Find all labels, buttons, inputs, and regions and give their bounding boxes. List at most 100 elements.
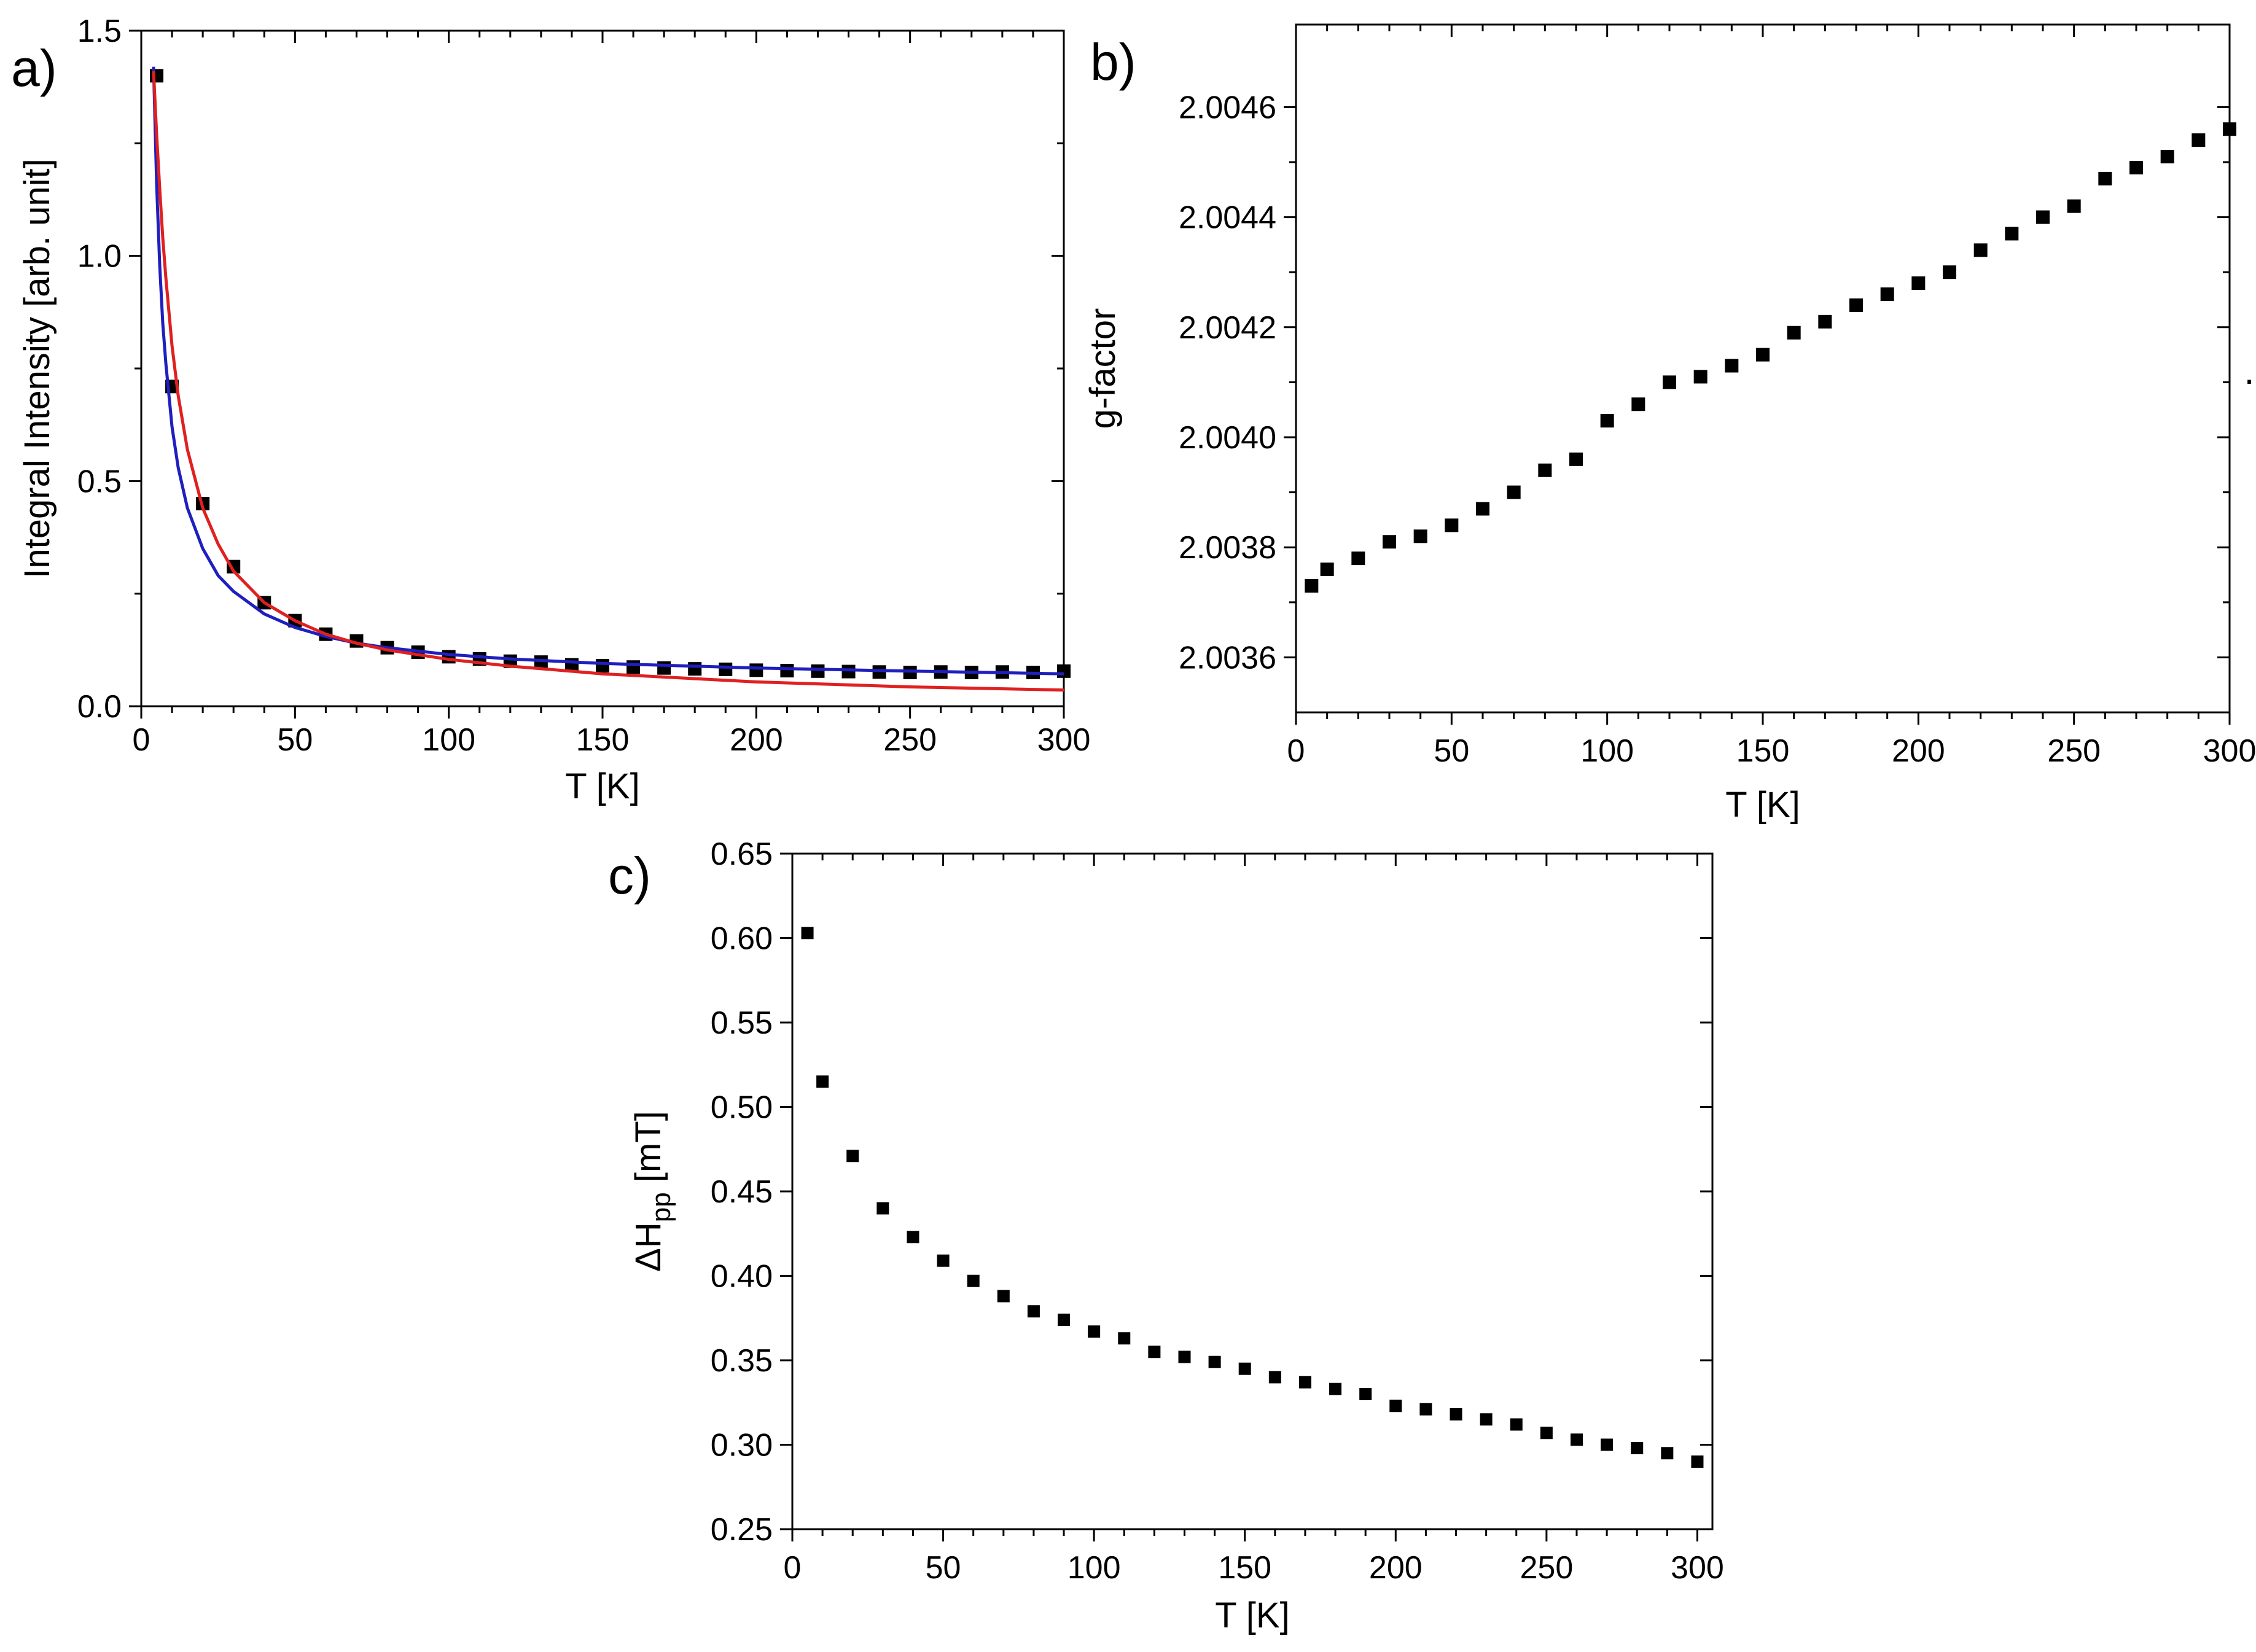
y-tick-label: 0.30 — [711, 1428, 773, 1463]
panel-c-label: c) — [608, 847, 651, 905]
data-point — [1389, 1400, 1402, 1412]
data-point — [1238, 1362, 1251, 1375]
x-tick-label: 150 — [1218, 1550, 1271, 1586]
data-point — [816, 1075, 829, 1088]
data-point — [1756, 348, 1770, 362]
x-tick-label: 250 — [2047, 733, 2101, 769]
data-point — [1329, 1382, 1342, 1395]
data-point — [749, 663, 763, 677]
data-point — [1538, 463, 1552, 477]
data-point — [1118, 1332, 1131, 1345]
data-point — [876, 1202, 889, 1215]
x-tick-label: 0 — [133, 722, 150, 758]
panel-b-label: b) — [1090, 33, 1136, 91]
x-tick-label: 250 — [1520, 1550, 1573, 1586]
data-point — [1148, 1346, 1161, 1358]
data-point — [1631, 1442, 1644, 1454]
data-point — [2067, 199, 2081, 213]
data-point — [1691, 1455, 1704, 1468]
y-tick-label: 2.0036 — [1179, 640, 1276, 676]
x-tick-label: 250 — [883, 722, 937, 758]
data-point — [1476, 502, 1489, 516]
fit-line-fit-2 — [152, 71, 1064, 692]
x-tick-label: 200 — [1369, 1550, 1423, 1586]
y-axis-title: g-factor — [1083, 308, 1123, 429]
y-tick-label: 1.0 — [77, 239, 122, 275]
data-point — [1510, 1418, 1523, 1431]
data-point — [688, 662, 702, 676]
data-point — [2129, 160, 2143, 174]
data-point — [1725, 359, 1739, 373]
x-tick-label: 50 — [277, 722, 313, 758]
data-point — [2160, 150, 2174, 164]
data-point — [937, 1254, 950, 1267]
data-point — [1268, 1371, 1281, 1384]
y-tick-label: 0.55 — [711, 1005, 773, 1041]
data-point — [1661, 1447, 1674, 1460]
data-point — [846, 1150, 859, 1163]
y-tick-label: 2.0040 — [1179, 420, 1276, 456]
y-tick-label: 2.0038 — [1179, 530, 1276, 566]
x-tick-label: 50 — [1434, 733, 1469, 769]
data-point — [1351, 551, 1365, 566]
data-point — [997, 1290, 1010, 1303]
data-point — [1058, 1314, 1071, 1326]
data-point — [2036, 210, 2050, 224]
data-point — [1178, 1350, 1191, 1363]
data-point — [1305, 579, 1319, 593]
data-point — [1088, 1325, 1101, 1338]
x-tick-label: 100 — [1580, 733, 1634, 769]
stray-mark: · — [2243, 359, 2255, 400]
data-point — [1849, 298, 1863, 312]
data-point — [967, 1274, 980, 1287]
data-point — [1973, 243, 1988, 257]
y-tick-label: 2.0042 — [1179, 310, 1276, 346]
y-tick-label: 0.25 — [711, 1512, 773, 1548]
data-point — [2098, 171, 2112, 185]
data-point — [596, 659, 609, 672]
y-tick-label: 2.0044 — [1179, 200, 1276, 236]
panel-a: a) 0 50 100 150 200 250 300 0.0 0.5 1.0 1.5 T [K] In… — [11, 14, 1090, 806]
data-point — [1880, 287, 1894, 302]
data-point — [1480, 1413, 1493, 1426]
x-axis-title: T [K] — [565, 766, 639, 806]
data-point — [626, 660, 641, 674]
data-point — [2005, 227, 2019, 241]
data-point — [1507, 485, 1521, 499]
y-tick-label: 0.0 — [77, 689, 122, 725]
data-point — [907, 1231, 919, 1244]
data-point — [1943, 265, 1956, 279]
data-point — [719, 662, 733, 676]
data-point — [1320, 563, 1334, 577]
y-tick-label: 0.35 — [711, 1343, 773, 1379]
y-tick-label: 0.50 — [711, 1090, 773, 1126]
x-axis-title: T [K] — [1725, 785, 1800, 825]
x-axis-title: T [K] — [1215, 1596, 1289, 1635]
x-tick-label: 50 — [926, 1550, 961, 1586]
y-axis-title: Integral Intensity [arb. unit] — [17, 158, 57, 578]
data-point — [1027, 1305, 1040, 1318]
data-point — [841, 664, 856, 679]
data-point — [811, 664, 825, 678]
data-point — [1787, 325, 1801, 340]
y-axis-title-unit: [mT] — [628, 1111, 668, 1192]
data-point — [1359, 1388, 1372, 1400]
x-tick-label: 300 — [1671, 1550, 1724, 1586]
y-tick-label: 1.5 — [77, 14, 122, 49]
data-point — [1450, 1408, 1462, 1420]
data-point — [1570, 1433, 1583, 1446]
x-tick-label: 0 — [784, 1550, 802, 1586]
data-point — [801, 927, 814, 940]
data-point — [1911, 276, 1926, 290]
panel-a-label: a) — [11, 39, 57, 97]
y-tick-label: 0.45 — [711, 1174, 773, 1210]
data-point — [1445, 518, 1459, 532]
data-point — [780, 664, 794, 678]
data-point — [1663, 375, 1676, 389]
data-point — [1569, 452, 1583, 466]
data-point — [1693, 370, 1708, 384]
data-point — [1818, 314, 1832, 329]
data-point — [2192, 133, 2206, 147]
y-tick-label: 0.65 — [711, 836, 773, 872]
